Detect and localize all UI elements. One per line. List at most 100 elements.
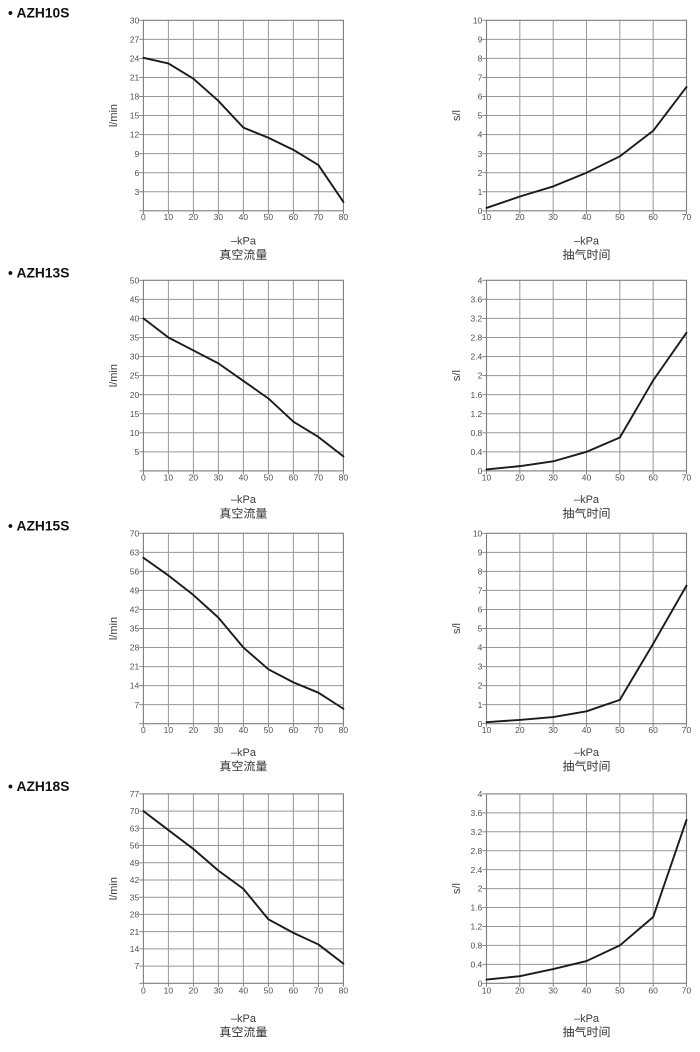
svg-text:24: 24 xyxy=(130,54,140,64)
svg-text:9: 9 xyxy=(478,34,483,44)
svg-text:70: 70 xyxy=(682,985,692,995)
svg-text:20: 20 xyxy=(189,212,199,222)
svg-text:60: 60 xyxy=(648,212,658,222)
svg-text:4: 4 xyxy=(478,130,483,140)
svg-text:35: 35 xyxy=(130,892,140,902)
svg-text:45: 45 xyxy=(130,294,140,304)
svg-text:–kPa: –kPa xyxy=(574,235,600,247)
svg-text:–kPa: –kPa xyxy=(231,1013,257,1025)
svg-text:30: 30 xyxy=(214,985,224,995)
svg-text:7: 7 xyxy=(478,73,483,83)
svg-text:7: 7 xyxy=(134,700,139,710)
svg-text:–kPa: –kPa xyxy=(231,747,257,759)
svg-text:60: 60 xyxy=(289,472,299,482)
svg-text:s/l: s/l xyxy=(451,110,463,121)
svg-text:35: 35 xyxy=(130,333,140,343)
svg-text:60: 60 xyxy=(648,725,658,735)
svg-text:50: 50 xyxy=(615,472,625,482)
svg-text:77: 77 xyxy=(130,789,140,799)
svg-text:1.2: 1.2 xyxy=(470,409,482,419)
svg-text:0: 0 xyxy=(141,212,146,222)
svg-text:10: 10 xyxy=(164,212,174,222)
svg-text:8: 8 xyxy=(478,566,483,576)
svg-text:5: 5 xyxy=(478,624,483,634)
svg-text:21: 21 xyxy=(130,73,140,83)
svg-text:30: 30 xyxy=(130,15,140,25)
svg-text:27: 27 xyxy=(130,34,140,44)
svg-text:60: 60 xyxy=(289,725,299,735)
svg-text:7: 7 xyxy=(478,586,483,596)
svg-text:4: 4 xyxy=(478,275,483,285)
svg-text:70: 70 xyxy=(314,212,324,222)
svg-text:0: 0 xyxy=(478,206,483,216)
svg-text:0.8: 0.8 xyxy=(470,941,482,951)
svg-text:60: 60 xyxy=(648,985,658,995)
svg-text:AZH10S: AZH10S xyxy=(17,6,70,21)
svg-text:40: 40 xyxy=(239,212,249,222)
svg-text:AZH18S: AZH18S xyxy=(17,779,70,794)
svg-text:60: 60 xyxy=(289,212,299,222)
svg-text:20: 20 xyxy=(515,725,525,735)
svg-text:2.8: 2.8 xyxy=(470,333,482,343)
svg-text:20: 20 xyxy=(515,472,525,482)
svg-text:40: 40 xyxy=(582,985,592,995)
svg-text:3: 3 xyxy=(478,149,483,159)
svg-text:70: 70 xyxy=(314,472,324,482)
svg-text:50: 50 xyxy=(264,212,274,222)
svg-text:–kPa: –kPa xyxy=(231,235,257,247)
svg-text:80: 80 xyxy=(339,212,349,222)
svg-text:20: 20 xyxy=(515,985,525,995)
svg-text:70: 70 xyxy=(682,472,692,482)
svg-text:1.2: 1.2 xyxy=(470,922,482,932)
svg-text:20: 20 xyxy=(515,212,525,222)
svg-text:5: 5 xyxy=(134,447,139,457)
svg-text:60: 60 xyxy=(648,472,658,482)
svg-text:10: 10 xyxy=(482,212,492,222)
svg-text:0: 0 xyxy=(478,719,483,729)
svg-text:28: 28 xyxy=(130,643,140,653)
svg-text:10: 10 xyxy=(473,528,483,538)
svg-text:70: 70 xyxy=(682,725,692,735)
svg-text:10: 10 xyxy=(130,428,140,438)
svg-text:6: 6 xyxy=(134,168,139,178)
svg-text:50: 50 xyxy=(615,725,625,735)
svg-text:18: 18 xyxy=(130,92,140,102)
svg-text:30: 30 xyxy=(214,725,224,735)
svg-text:6: 6 xyxy=(478,605,483,615)
svg-text:2.8: 2.8 xyxy=(470,846,482,856)
svg-text:14: 14 xyxy=(130,681,140,691)
svg-text:10: 10 xyxy=(482,725,492,735)
svg-text:1: 1 xyxy=(478,187,483,197)
svg-text:1.6: 1.6 xyxy=(470,903,482,913)
svg-text:0: 0 xyxy=(478,978,483,988)
svg-text:–kPa: –kPa xyxy=(574,1013,600,1025)
svg-text:•: • xyxy=(8,779,13,794)
svg-text:0: 0 xyxy=(478,466,483,476)
svg-text:30: 30 xyxy=(130,352,140,362)
svg-text:49: 49 xyxy=(130,586,140,596)
svg-text:AZH15S: AZH15S xyxy=(17,519,70,534)
svg-text:1.6: 1.6 xyxy=(470,390,482,400)
svg-text:6: 6 xyxy=(478,92,483,102)
svg-text:7: 7 xyxy=(134,961,139,971)
svg-text:AZH13S: AZH13S xyxy=(17,266,70,281)
svg-text:0: 0 xyxy=(141,472,146,482)
svg-text:56: 56 xyxy=(130,566,140,576)
svg-text:•: • xyxy=(8,6,13,21)
svg-text:3.2: 3.2 xyxy=(470,314,482,324)
svg-text:50: 50 xyxy=(264,985,274,995)
svg-text:0: 0 xyxy=(141,725,146,735)
svg-text:1: 1 xyxy=(478,700,483,710)
svg-text:30: 30 xyxy=(548,725,558,735)
svg-text:28: 28 xyxy=(130,910,140,920)
svg-text:20: 20 xyxy=(189,985,199,995)
svg-text:•: • xyxy=(8,266,13,281)
svg-text:2.4: 2.4 xyxy=(470,352,482,362)
svg-text:s/l: s/l xyxy=(451,623,463,634)
svg-text:–kPa: –kPa xyxy=(574,747,600,759)
svg-text:50: 50 xyxy=(264,472,274,482)
svg-text:0.4: 0.4 xyxy=(470,959,482,969)
svg-text:30: 30 xyxy=(548,472,558,482)
svg-text:40: 40 xyxy=(239,985,249,995)
svg-text:10: 10 xyxy=(482,472,492,482)
